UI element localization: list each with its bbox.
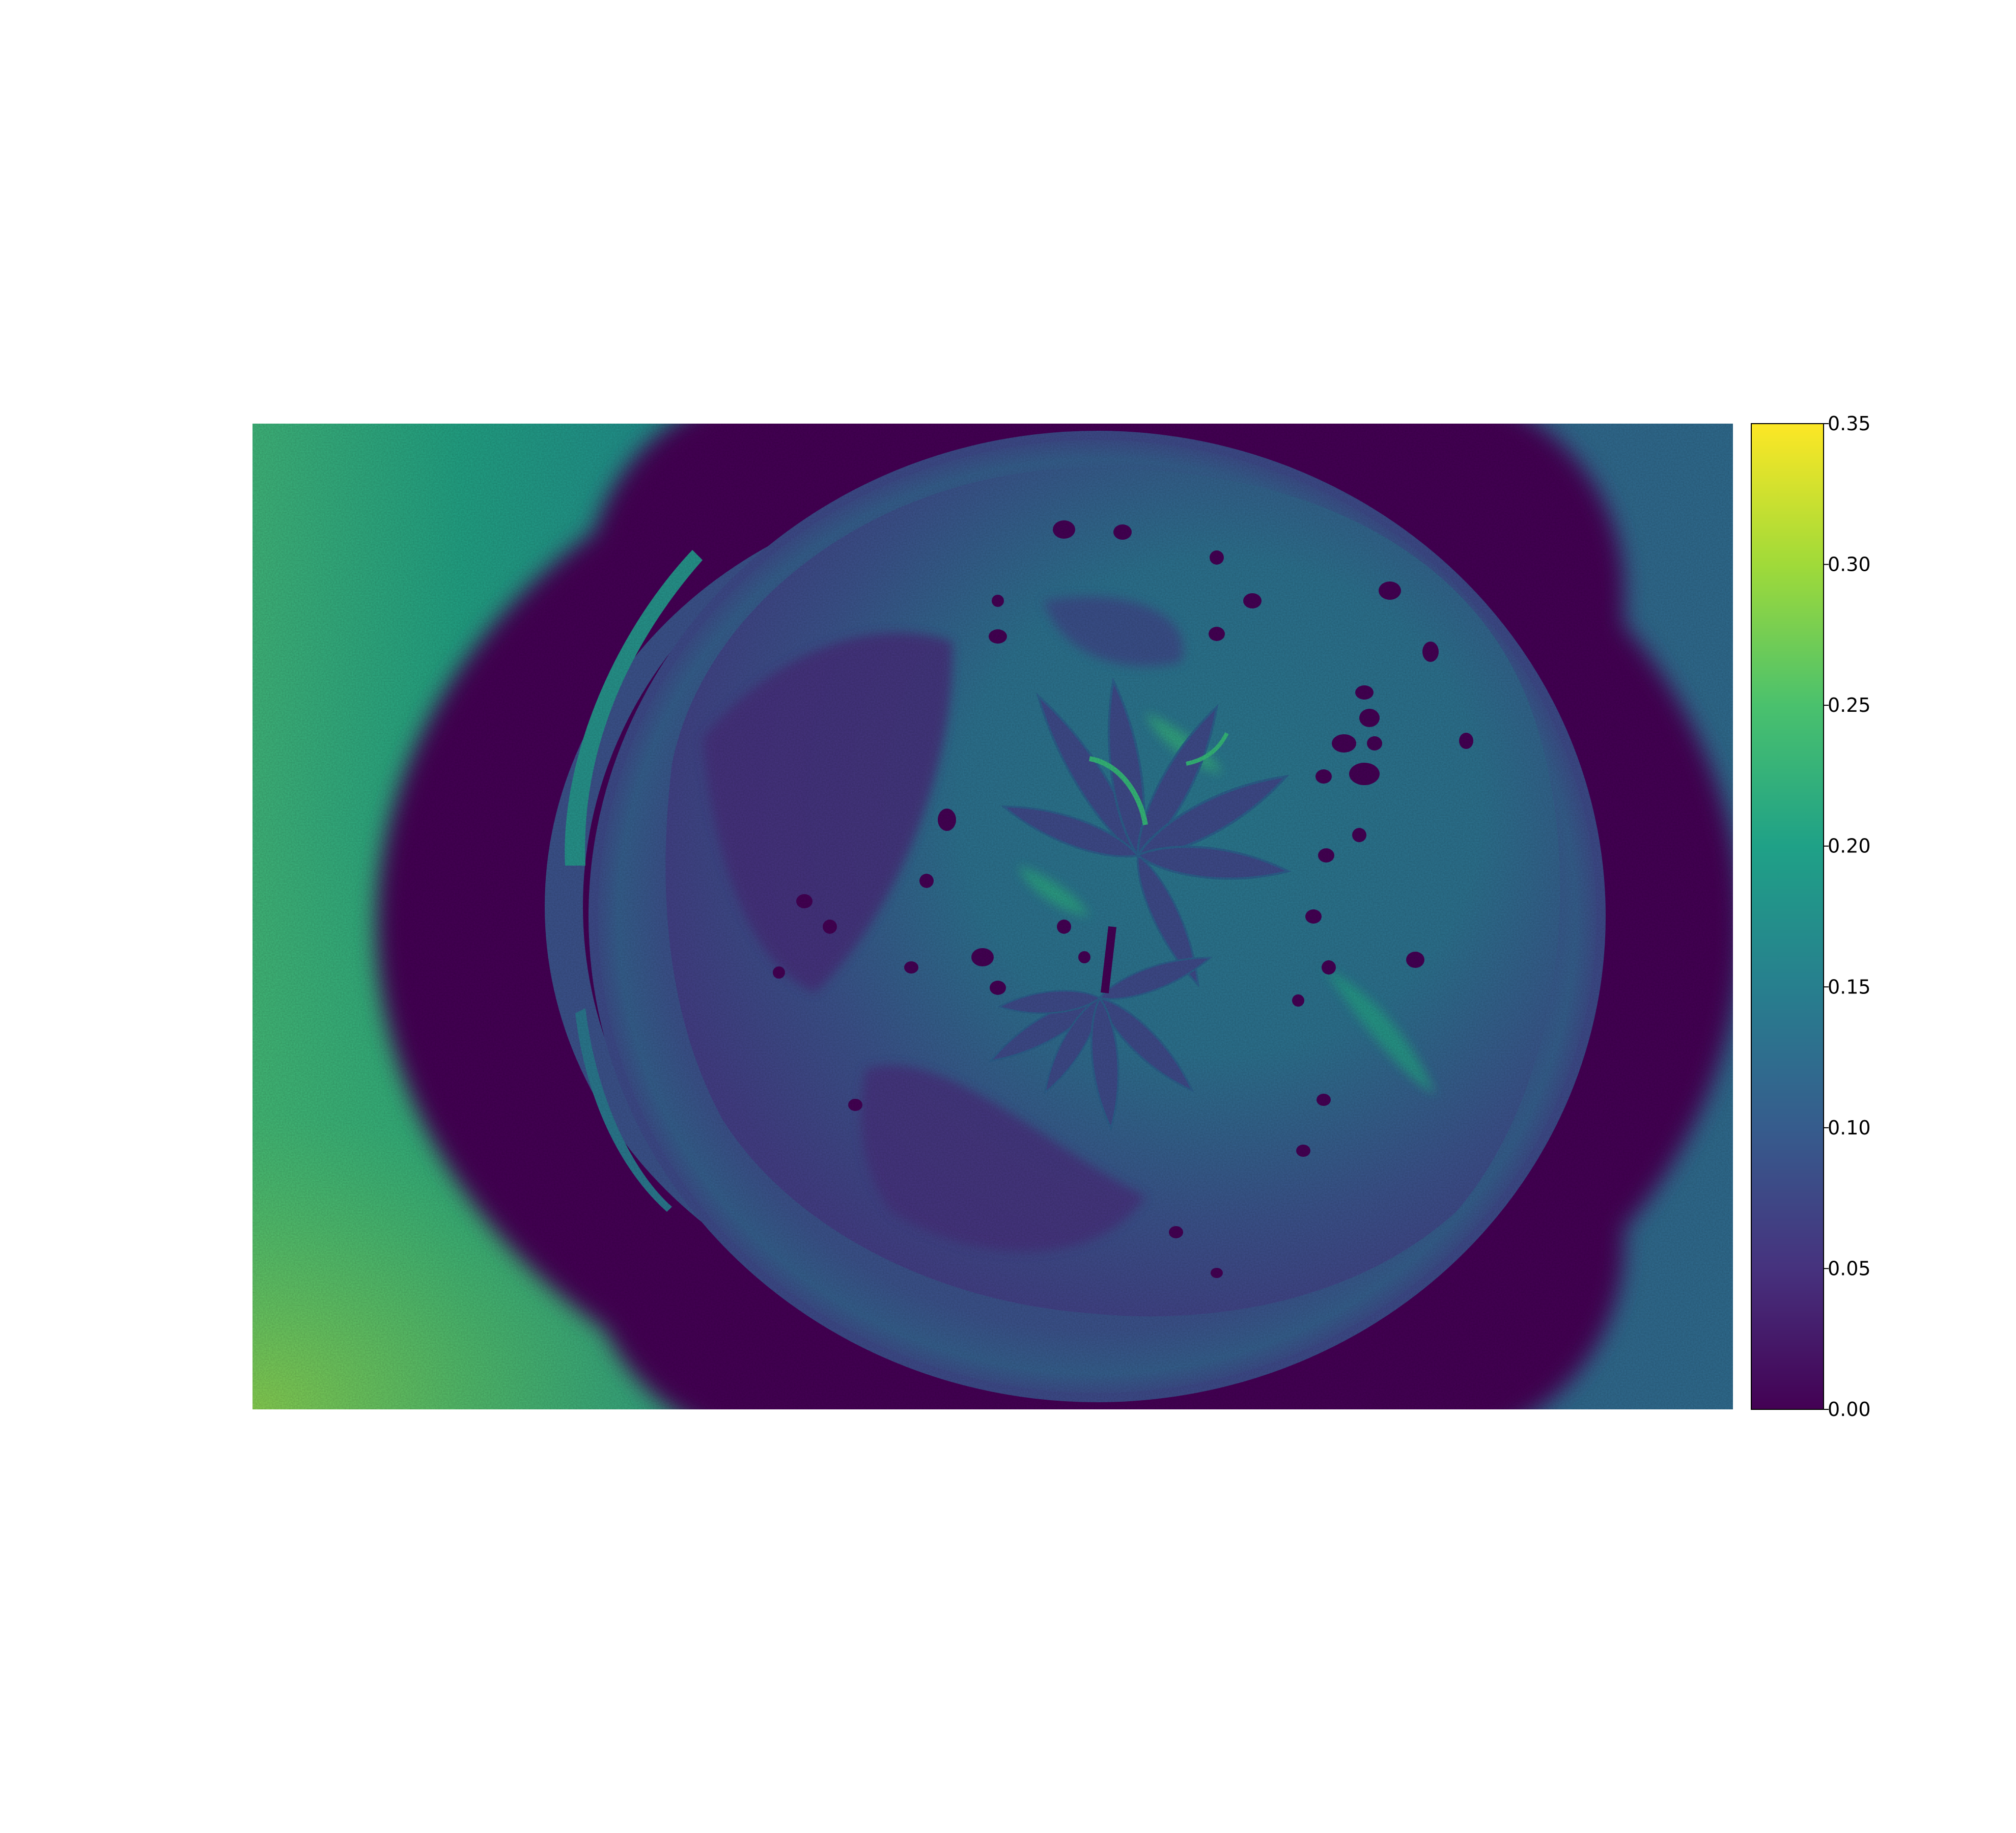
colorbar-tick-label: 0.30 — [1828, 553, 1871, 576]
colorbar: 0.00 0.05 0.10 0.15 0.20 0.25 0.30 0.35 — [1751, 412, 1871, 1421]
colorbar-gradient — [1751, 423, 1824, 1410]
colorbar-tick-label: 0.05 — [1828, 1257, 1871, 1280]
false-color-image — [253, 424, 1733, 1409]
colorbar-tick-label: 0.15 — [1828, 976, 1871, 998]
colorbar-tick-label: 0.20 — [1828, 835, 1871, 857]
colorbar-tick-label: 0.10 — [1828, 1117, 1871, 1139]
colorbar-tick-label: 0.00 — [1828, 1398, 1871, 1421]
colorbar-tick-label: 0.25 — [1828, 694, 1871, 716]
colorbar-tick-label: 0.35 — [1828, 412, 1871, 435]
colorbar-ticks: 0.00 0.05 0.10 0.15 0.20 0.25 0.30 0.35 — [1824, 412, 1871, 1421]
